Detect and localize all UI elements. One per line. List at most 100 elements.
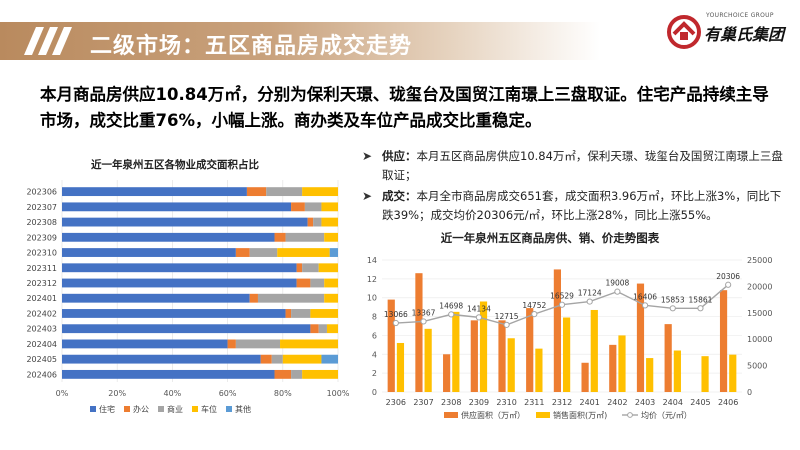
bar-segment [310, 278, 325, 288]
bullet-text: 本月全市商品房成交651套，成交面积3.96万㎡，环比上涨3%，同比下跌39%；… [382, 189, 782, 222]
y-tick-label: 202310 [26, 249, 57, 258]
supply-bar [581, 362, 589, 392]
price-point [503, 321, 510, 328]
y-tick-label: 202312 [26, 279, 57, 288]
supply-bar [609, 344, 617, 392]
bar-segment [62, 339, 228, 349]
legend-marker [627, 412, 633, 418]
bar-segment [324, 232, 338, 242]
bar-segment [321, 354, 338, 364]
bar-segment [321, 217, 338, 227]
legend-swatch [158, 406, 164, 412]
legend-swatch [444, 412, 458, 418]
bar-segment [246, 187, 267, 197]
supply-bar [719, 290, 728, 392]
legend-label: 其他 [235, 404, 251, 414]
sales-bar [479, 301, 488, 392]
bar-segment [271, 354, 283, 364]
supply-sales-price-chart: 近一年泉州五区商品房供、销、价走势图表 0 2 4 6 8 10 12 14 0 5000 10000… [367, 231, 773, 420]
x-tick-label: 2405 [690, 398, 710, 407]
legend-label: 均价（元/㎡） [641, 410, 692, 420]
arrow-bullet-icon: ➤ [362, 189, 373, 203]
y-tick-label: 202306 [26, 188, 57, 197]
bar-segment [62, 248, 236, 257]
legend-swatch [536, 412, 550, 418]
price-data-label: 15853 [661, 295, 685, 304]
bar-segment [249, 293, 258, 303]
chart-title: 近一年泉州五区各物业成交面积占比 [91, 158, 259, 171]
sales-bar [424, 328, 432, 392]
x-tick-label: 2310 [496, 398, 516, 407]
sales-bar [535, 348, 543, 392]
bar-segment [291, 202, 305, 212]
x-tick-label: 0% [56, 389, 69, 398]
sales-bar [729, 354, 737, 392]
legend-swatch [90, 406, 96, 412]
bar-segment [257, 293, 325, 303]
x-tick-label: 2402 [607, 398, 627, 407]
bar-segment [310, 309, 338, 318]
y-right-tick-label: 0 [747, 388, 752, 397]
logo-mark-icon [667, 15, 701, 49]
legend-label: 供应面积（万㎡） [461, 410, 525, 420]
price-data-label: 14134 [467, 304, 491, 313]
price-data-label: 12715 [495, 312, 519, 321]
x-tick-label: 2306 [386, 398, 406, 407]
legend-label: 住宅 [99, 404, 115, 414]
price-point [725, 281, 732, 288]
bar-segment [62, 278, 297, 288]
y-left-tick-label: 2 [372, 369, 377, 378]
y-left-tick-label: 10 [367, 294, 377, 303]
x-tick-label: 2309 [469, 398, 489, 407]
legend-swatch [226, 406, 232, 412]
price-point [420, 318, 427, 325]
y-tick-label: 202309 [26, 233, 57, 242]
supply-bar [387, 299, 395, 392]
bullet-text: 本月五区商品房供应10.84万㎡，保利天璟、珑玺台及国贸江南璟上三盘取证； [382, 149, 783, 182]
y-right-tick-label: 10000 [747, 335, 772, 344]
price-point [531, 311, 538, 318]
bar-segment [227, 339, 236, 349]
bullet-label: 成交： [382, 189, 417, 203]
logo-name: 有巢氏集团 [704, 25, 785, 44]
y-tick-label: 202308 [26, 218, 57, 227]
y-right-tick-label: 5000 [747, 362, 767, 371]
price-point [669, 305, 676, 312]
legend-swatch [192, 406, 198, 412]
bar-segment [260, 354, 272, 364]
price-data-label: 16529 [550, 292, 574, 301]
price-data-label: 15861 [689, 295, 713, 304]
y-tick-label: 202404 [26, 340, 57, 349]
bar-segment [62, 354, 261, 364]
price-point [586, 298, 593, 305]
supply-bar [498, 320, 506, 392]
x-tick-label: 20% [108, 389, 126, 398]
y-tick-label: 202307 [26, 203, 57, 212]
x-tick-label: 80% [274, 389, 292, 398]
bar-segment [249, 248, 278, 257]
sales-bar [452, 311, 460, 392]
sales-bar [507, 338, 515, 392]
price-data-label: 17124 [578, 289, 602, 298]
legend-label: 车位 [201, 404, 217, 414]
supply-bar [443, 354, 451, 392]
bar-segment [318, 324, 327, 334]
bar-segment [277, 248, 330, 257]
arrow-bullet-icon: ➤ [362, 149, 373, 163]
bar-segment [62, 232, 275, 242]
y-right-tick-label: 15000 [747, 309, 772, 318]
y-tick-label: 202402 [26, 309, 57, 318]
bar-segment [62, 293, 250, 303]
x-tick-label: 2403 [635, 398, 655, 407]
bar-segment [266, 187, 303, 197]
bar-segment [296, 263, 303, 273]
price-point [697, 305, 704, 312]
bar-segment [324, 293, 338, 303]
page-title: 二级市场：五区商品房成交走势 [90, 34, 413, 59]
price-point [558, 301, 566, 308]
bar-segment [318, 263, 338, 273]
x-tick-label: 2307 [413, 398, 433, 407]
price-data-label: 16406 [633, 292, 657, 301]
y-left-tick-label: 4 [372, 350, 377, 359]
x-tick-label: 2312 [552, 398, 572, 407]
